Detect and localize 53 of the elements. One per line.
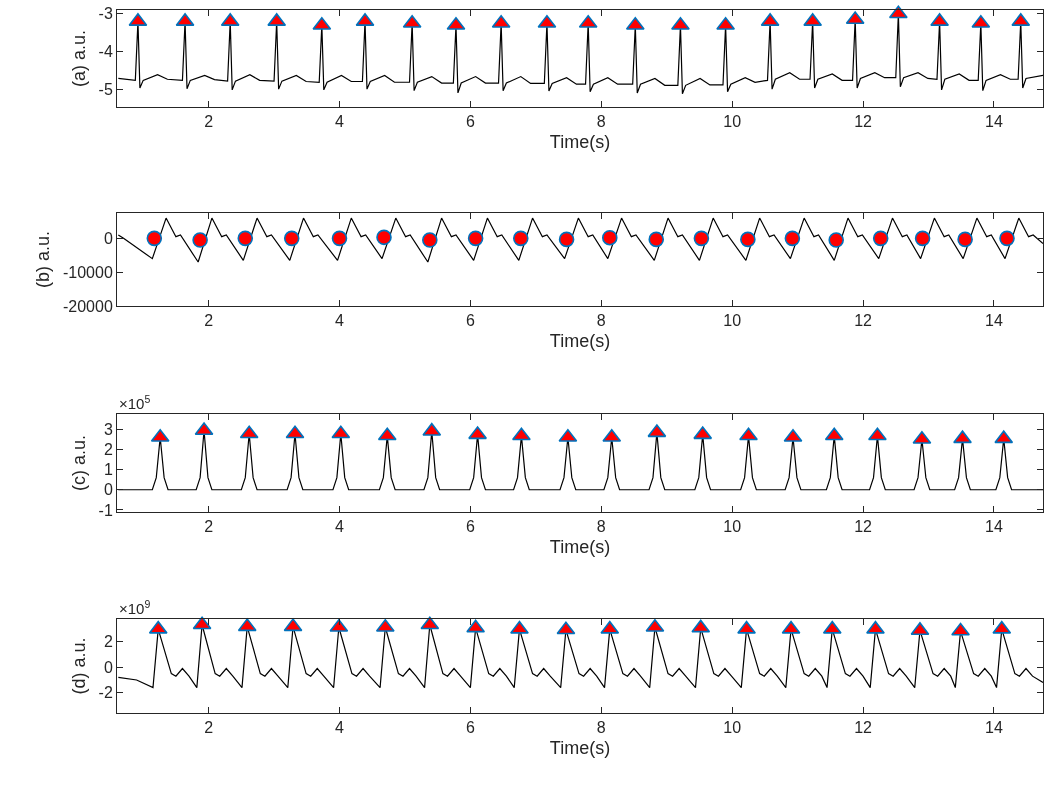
- y-tick-label: -10000: [62, 263, 113, 281]
- y-tick-label: -2: [98, 684, 113, 702]
- x-tick-label: 2: [204, 312, 214, 330]
- y-tick-label: 0: [103, 229, 113, 247]
- y-tick-label: 2: [103, 633, 113, 651]
- x-tick-label: 6: [465, 312, 475, 330]
- x-axis-title: Time(s): [549, 331, 611, 352]
- x-tick-label: 6: [465, 113, 475, 131]
- x-tick-label: 4: [335, 719, 345, 737]
- x-tick-label: 8: [596, 312, 606, 330]
- x-axis-title: Time(s): [549, 537, 611, 558]
- y-tick-label: -1: [98, 501, 113, 519]
- y-axis-title: (b) a.u.: [33, 230, 54, 289]
- x-tick-label: 12: [854, 113, 873, 131]
- x-tick-label: 14: [985, 312, 1003, 330]
- x-tick-label: 10: [723, 312, 742, 330]
- text: ×10$^{9}$: [119, 598, 151, 618]
- line-series: [117, 217, 1043, 263]
- x-tick-label: 2: [204, 113, 214, 131]
- y-axis-title: (d) a.u.: [68, 637, 89, 695]
- y-tick-label: 3: [103, 420, 113, 438]
- x-axis-title: Time(s): [549, 132, 611, 153]
- x-axis-title: Time(s): [549, 738, 611, 759]
- x-tick-label: 8: [596, 518, 606, 536]
- y-axis-title: (c) a.u.: [68, 434, 89, 492]
- x-tick-label: 4: [335, 518, 345, 536]
- y-axis-title: (a) a.u.: [68, 29, 89, 88]
- x-tick-label: 6: [465, 719, 475, 737]
- x-tick-label: 10: [723, 113, 742, 131]
- x-tick-label: 10: [723, 518, 742, 536]
- y-tick-label: 0: [103, 481, 113, 499]
- x-tick-label: 12: [854, 719, 873, 737]
- x-tick-label: 10: [723, 719, 742, 737]
- y-tick-label: 1: [103, 461, 113, 479]
- text: ×10$^{5}$: [119, 393, 151, 413]
- x-tick-label: 6: [465, 518, 475, 536]
- y-tick-label: -4: [98, 43, 113, 61]
- x-tick-label: 14: [985, 518, 1003, 536]
- x-tick-label: 12: [854, 518, 873, 536]
- x-tick-label: 2: [204, 719, 214, 737]
- x-tick-label: 14: [985, 719, 1003, 737]
- x-tick-label: 4: [335, 312, 345, 330]
- x-tick-label: 4: [335, 113, 345, 131]
- x-tick-label: 2: [204, 518, 214, 536]
- y-tick-label: 2: [103, 440, 113, 458]
- x-tick-label: 12: [854, 312, 873, 330]
- y-tick-label: -20000: [62, 297, 113, 315]
- x-tick-label: 14: [985, 113, 1003, 131]
- y-tick-label: 0: [103, 658, 113, 676]
- x-tick-label: 8: [596, 719, 606, 737]
- x-tick-label: 8: [596, 113, 606, 131]
- y-tick-label: -3: [98, 5, 113, 23]
- y-tick-label: -5: [98, 81, 113, 99]
